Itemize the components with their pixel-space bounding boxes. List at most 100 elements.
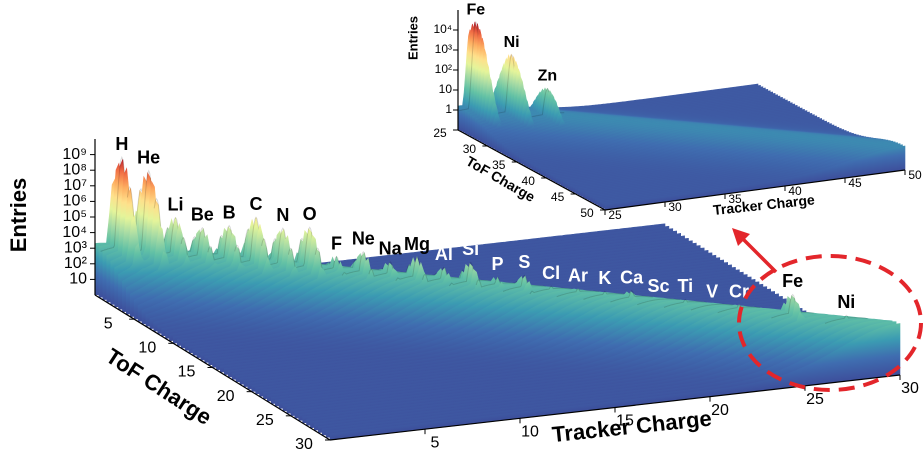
y-tick-label: 40: [522, 174, 536, 188]
z-tick-label: 10: [69, 271, 87, 288]
z-tick-label: 10⁸: [62, 161, 87, 178]
peak-label: Ar: [568, 266, 588, 286]
peak: [502, 274, 546, 292]
peak-label: B: [223, 202, 236, 222]
peak-label: Mg: [404, 234, 430, 254]
surface-slice: [594, 141, 896, 206]
peak-label: Na: [379, 239, 403, 259]
inset-chart: 25 30 35 40 45 50 25 30 35 40 45 50 1 10 10² 10³ 10⁴ Fe Ni…: [433, 1, 922, 222]
y-tick-label: 10: [138, 340, 156, 357]
y-tick-label: 15: [178, 364, 196, 381]
surface-slice: [604, 145, 906, 211]
z-tick-label: 10²: [435, 62, 452, 76]
peak: [690, 303, 734, 311]
x-axis-line: [604, 169, 906, 211]
peak: [824, 314, 868, 324]
x-tick-label: 20: [711, 402, 729, 419]
y-tick-label: 30: [463, 142, 477, 156]
y-tick-label: 20: [217, 388, 235, 405]
peak: [610, 289, 653, 303]
peak-label: Ca: [620, 267, 644, 287]
peak-label: Ni: [837, 292, 855, 312]
peak: [771, 293, 814, 319]
peak-label: Li: [167, 194, 183, 214]
peak: [448, 261, 492, 287]
peak-label: Fe: [782, 271, 803, 291]
x-tick-label: 10: [521, 424, 539, 441]
peak: [234, 216, 278, 263]
z-tick-label: 10⁶: [63, 193, 87, 210]
z-tick-label: 10⁴: [433, 22, 452, 36]
y-tick-label: 45: [551, 190, 565, 204]
peak: [663, 298, 707, 308]
peak-label: F: [331, 233, 342, 253]
arrow-line: [740, 236, 778, 274]
x-tick-label: 15: [616, 413, 634, 430]
peak: [583, 290, 627, 300]
peak-label: Sc: [647, 276, 669, 296]
z-tick-label: 10⁴: [62, 224, 87, 241]
peak-label: P: [491, 254, 503, 274]
main-chart: 51015202530510152025301010²10³10⁴10⁵10⁶1…: [62, 134, 919, 453]
peak-label: V: [706, 282, 718, 302]
z-tick-label: 1: [445, 102, 452, 116]
peak: [180, 226, 225, 258]
peak: [637, 298, 680, 306]
y-tick-label: 25: [433, 126, 447, 140]
z-tick-label: 10⁹: [62, 146, 87, 163]
x-tick-label: 50: [908, 168, 922, 182]
peak: [529, 285, 573, 295]
peak: [368, 261, 412, 277]
peak-label: Zn: [538, 68, 558, 85]
peak-label: Ti: [677, 276, 693, 296]
arrow-head: [732, 228, 750, 246]
peak-label: He: [137, 148, 160, 168]
x-tick-label: 45: [848, 176, 862, 190]
peak: [422, 266, 466, 283]
y-tick-label: 50: [580, 206, 594, 220]
highlight-ellipse: [737, 254, 923, 392]
peak: [395, 256, 439, 282]
surface-slice: [599, 143, 901, 208]
peak-label: Al: [435, 244, 453, 264]
surface-slice: [329, 323, 901, 441]
y-axis-line: [457, 129, 606, 211]
y-tick-label: 30: [295, 436, 313, 453]
peak-label: K: [598, 268, 611, 288]
surface-slice: [589, 140, 891, 203]
peak-label: Ni: [504, 34, 520, 51]
z-tick-label: 10²: [64, 255, 88, 272]
peak: [475, 276, 520, 288]
peak: [556, 288, 600, 298]
z-tick-label: 10⁵: [63, 208, 87, 225]
peak-label: Ne: [352, 229, 375, 249]
peak-label: Si: [462, 239, 479, 259]
x-tick-label: 5: [431, 434, 440, 451]
surface-slice: [592, 140, 894, 204]
x-tick-label: 40: [788, 184, 802, 198]
peak: [207, 224, 251, 261]
peak-label: O: [303, 204, 317, 224]
x-tick-label: 30: [668, 200, 682, 214]
x-tick-label: 35: [728, 192, 742, 206]
peak: [717, 303, 761, 314]
peak-label: Be: [191, 204, 214, 224]
surface-slice: [597, 142, 898, 207]
peak-label: C: [249, 194, 262, 214]
z-tick-label: 10⁷: [63, 177, 87, 194]
peak-label: Cl: [542, 263, 560, 283]
y-tick-label: 25: [256, 412, 274, 429]
z-tick-label: 10: [439, 82, 453, 96]
z-axis-title: Entries: [405, 16, 420, 60]
peak: [341, 250, 385, 276]
peak-label: Fe: [467, 1, 486, 18]
peak-label: H: [115, 134, 128, 154]
x-tick-label: 25: [806, 391, 824, 408]
z-axis-title: Entries: [6, 178, 31, 253]
z-tick-label: 10³: [435, 42, 452, 56]
surface-slice: [290, 302, 862, 417]
peak-label: S: [518, 252, 530, 272]
x-tick-label: 25: [608, 208, 622, 222]
y-tick-label: 5: [104, 315, 113, 332]
